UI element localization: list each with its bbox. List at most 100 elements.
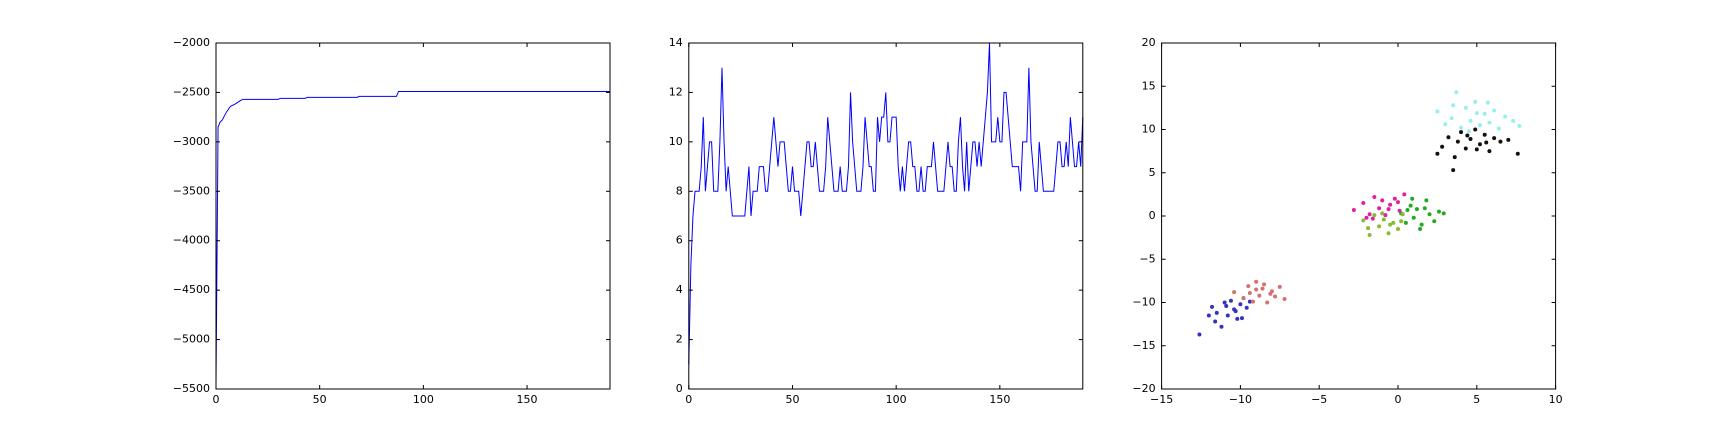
scatter-point — [1239, 316, 1244, 321]
scatter-point — [1443, 122, 1448, 127]
scatter-point — [1386, 207, 1391, 212]
x-tick-label: 50 — [785, 393, 799, 406]
scatter-point — [1222, 300, 1227, 305]
scatter-point — [1465, 133, 1470, 138]
scatter-point — [1225, 313, 1230, 318]
scatter-point — [1455, 139, 1460, 144]
axes-frame — [1161, 42, 1557, 390]
scatter-point — [1468, 137, 1473, 142]
scatter-point — [1459, 125, 1464, 130]
y-tick-label: −10 — [1132, 296, 1155, 309]
scatter-point — [1257, 293, 1262, 298]
scatter-point — [1440, 144, 1445, 149]
scatter-point — [1424, 198, 1429, 203]
scatter-point — [1482, 132, 1487, 137]
scatter-point — [1419, 222, 1424, 227]
y-tick-label: 10 — [669, 135, 683, 148]
scatter-point — [1367, 212, 1372, 217]
y-tick-label: 10 — [1142, 123, 1156, 136]
scatter-point — [1422, 206, 1427, 211]
scatter-point — [1380, 198, 1385, 203]
scatter-point — [1432, 219, 1437, 224]
scatter-point — [1265, 300, 1270, 305]
scatter-point — [1463, 146, 1468, 151]
y-tick-label: −5000 — [173, 333, 210, 346]
scatter-point — [1492, 108, 1497, 113]
scatter-point — [1228, 298, 1233, 303]
scatter-point — [1463, 105, 1468, 110]
scatter-point — [1517, 124, 1522, 129]
scatter-point — [1361, 218, 1366, 223]
scatter-point — [1247, 290, 1252, 295]
y-tick-label: −15 — [1132, 339, 1155, 352]
scatter-point — [1224, 303, 1229, 308]
y-tick-label: 20 — [1142, 36, 1156, 49]
scatter-point — [1396, 200, 1400, 205]
scatter-point — [1473, 127, 1478, 132]
scatter-point — [1411, 215, 1416, 220]
scatter-point — [1268, 291, 1273, 296]
y-tick-label: −20 — [1132, 382, 1155, 395]
axes-frame — [688, 42, 1084, 390]
scatter-point — [1474, 147, 1479, 152]
scatter-point — [1377, 206, 1382, 211]
y-tick-label: 12 — [669, 85, 683, 98]
scatter-point — [1441, 211, 1446, 216]
y-tick-label: −2500 — [173, 85, 210, 98]
scatter-point — [1361, 201, 1366, 206]
scatter-point — [1498, 139, 1503, 144]
scatter-point — [1370, 216, 1375, 221]
scatter-point — [1213, 319, 1218, 324]
scatter-point — [1392, 196, 1397, 201]
scatter-point — [1435, 151, 1440, 156]
x-tick-label: 50 — [313, 393, 327, 406]
scatter-point — [1474, 111, 1479, 116]
scatter-point — [1446, 135, 1451, 140]
y-tick-label: 15 — [1142, 79, 1156, 92]
scatter-point — [1232, 290, 1237, 295]
scatter-point — [1386, 231, 1391, 236]
y-tick-label: 8 — [676, 184, 683, 197]
scatter-point — [1487, 120, 1492, 125]
x-tick-label: 0 — [213, 393, 220, 406]
scatter-point — [1210, 304, 1215, 309]
scatter-point — [1427, 212, 1432, 217]
scatter-point — [1233, 309, 1238, 314]
y-tick-label: −3500 — [173, 184, 210, 197]
x-tick-label: 0 — [685, 393, 692, 406]
y-tick-label: −5 — [1139, 252, 1155, 265]
scatter-point — [1482, 111, 1487, 116]
scatter-point — [1485, 100, 1490, 105]
scatter-point — [1235, 316, 1240, 321]
scatter-point — [1206, 313, 1211, 318]
scatter-point — [1251, 299, 1256, 304]
scatter-point — [1403, 220, 1408, 225]
scatter-point — [1388, 202, 1393, 207]
scatter-point — [1466, 129, 1471, 134]
scatter-point — [1506, 137, 1511, 142]
x-tick-label: 100 — [413, 393, 434, 406]
x-tick-label: 150 — [517, 393, 538, 406]
y-tick-label: −4500 — [173, 283, 210, 296]
y-tick-label: −5500 — [173, 382, 210, 395]
scatter-point — [1399, 219, 1404, 224]
scatter-point — [1247, 299, 1252, 304]
x-tick-label: 150 — [989, 393, 1010, 406]
scatter-point — [1492, 136, 1497, 141]
scatter-point — [1414, 207, 1419, 212]
scatter-point — [1246, 284, 1251, 289]
y-tick-label: 14 — [669, 36, 683, 49]
scatter-point — [1377, 224, 1382, 229]
scatter-point — [1408, 203, 1413, 208]
scatter-point — [1366, 226, 1371, 231]
scatter-point — [1436, 209, 1441, 214]
y-tick-label: 2 — [676, 333, 683, 346]
scatter-point — [1351, 207, 1356, 212]
scatter-point — [1459, 130, 1464, 135]
line — [215, 90, 610, 385]
scatter-point — [1452, 155, 1457, 160]
scatter-point — [1238, 302, 1243, 307]
scatter-point — [1282, 297, 1287, 302]
y-tick-label: 0 — [676, 382, 683, 395]
